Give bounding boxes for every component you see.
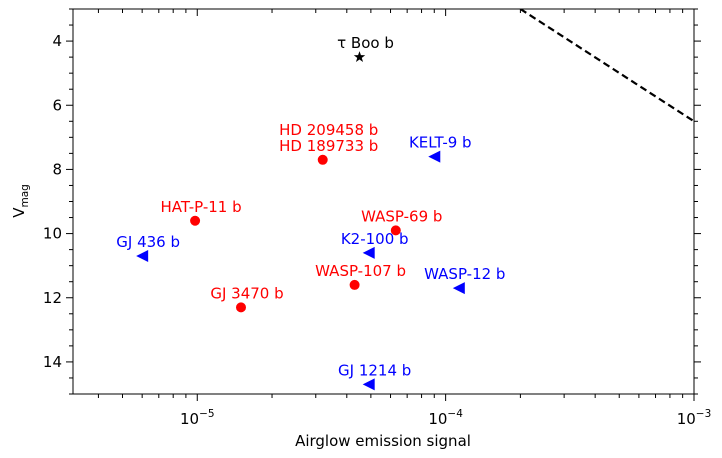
data-point: GJ 436 b [116, 233, 180, 263]
plot-area: τ Boo b HD 209458 b HD 189733 b KELT-9 b HAT… [116, 9, 694, 391]
x-tick-label: 10−3 [677, 408, 712, 428]
star-marker [353, 51, 366, 62]
point-label: K2-100 b [341, 230, 409, 248]
data-point: KELT-9 b [409, 134, 472, 163]
data-point: HAT-P-11 b [161, 198, 242, 226]
point-label: HAT-P-11 b [161, 198, 242, 216]
circle-marker [235, 302, 246, 313]
y-tick-label: 4 [52, 32, 62, 50]
triangle-marker [428, 150, 441, 163]
circle-marker [390, 225, 401, 236]
x-axis-label: Airglow emission signal [295, 432, 471, 450]
data-point: WASP-69 b [361, 207, 442, 236]
axis-ticks: 10−5 10−4 10−3 4 6 8 10 12 14 [43, 8, 712, 428]
data-point: WASP-107 b [315, 262, 406, 290]
y-tick-label: 6 [52, 96, 62, 114]
data-point: K2-100 b [341, 230, 409, 259]
circle-marker [349, 279, 360, 290]
y-tick-label: 10 [43, 225, 62, 243]
data-point: GJ 3470 b [210, 284, 284, 313]
y-tick-label: 14 [43, 353, 62, 371]
x-tick-label: 10−4 [428, 408, 463, 428]
point-label: WASP-12 b [424, 265, 505, 283]
data-point: WASP-12 b [424, 265, 505, 295]
y-tick-label: 12 [43, 289, 62, 307]
threshold-line [519, 9, 694, 123]
circle-marker [317, 154, 328, 165]
point-label: KELT-9 b [409, 134, 472, 152]
point-label: GJ 1214 b [338, 361, 411, 379]
circle-marker [190, 215, 201, 226]
point-label: WASP-69 b [361, 207, 442, 225]
data-point: GJ 1214 b [338, 361, 411, 391]
x-tick-label: 10−5 [180, 408, 215, 428]
data-point: HD 209458 b HD 189733 b [279, 121, 378, 165]
point-label: GJ 3470 b [210, 284, 283, 302]
y-axis-label: Vmag [10, 184, 31, 218]
triangle-marker [362, 378, 375, 391]
triangle-marker [452, 282, 465, 295]
point-label: HD 209458 b HD 189733 b [279, 121, 378, 155]
data-point: τ Boo b [337, 34, 394, 62]
point-label: τ Boo b [337, 34, 394, 52]
triangle-marker [136, 250, 149, 263]
point-label: GJ 436 b [116, 233, 180, 251]
point-label: WASP-107 b [315, 262, 406, 280]
y-tick-label: 8 [52, 160, 62, 178]
triangle-marker [362, 246, 375, 259]
